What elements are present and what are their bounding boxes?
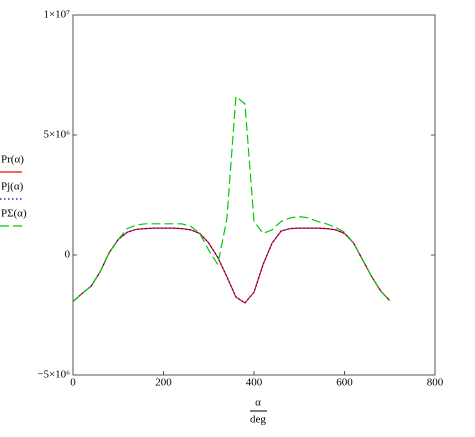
- x-tick-label: 0: [70, 377, 76, 389]
- legend-label: Pr(α): [1, 154, 24, 166]
- legend-label: PΣ(α): [1, 208, 27, 220]
- y-tick-label: 0: [65, 249, 71, 261]
- series-line: [72, 227, 391, 304]
- x-tick-label: 400: [246, 377, 263, 389]
- x-tick-label: 600: [336, 377, 353, 389]
- plot-frame: [72, 14, 436, 376]
- y-tick-label: 5×10⁶: [43, 129, 70, 141]
- series-line: [72, 95, 391, 303]
- x-tick-label: 200: [155, 377, 172, 389]
- y-tick-label: −5×10⁶: [37, 369, 70, 381]
- series-line: [72, 227, 391, 304]
- x-label-numerator: α: [255, 397, 261, 409]
- legend-label: Pj(α): [1, 181, 24, 193]
- y-tick-label: 1×10⁷: [43, 9, 70, 21]
- x-label-denominator: deg: [250, 414, 266, 426]
- x-tick-label: 800: [427, 377, 444, 389]
